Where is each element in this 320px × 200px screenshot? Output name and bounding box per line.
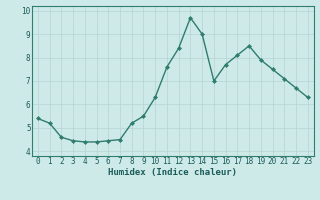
X-axis label: Humidex (Indice chaleur): Humidex (Indice chaleur)	[108, 168, 237, 177]
